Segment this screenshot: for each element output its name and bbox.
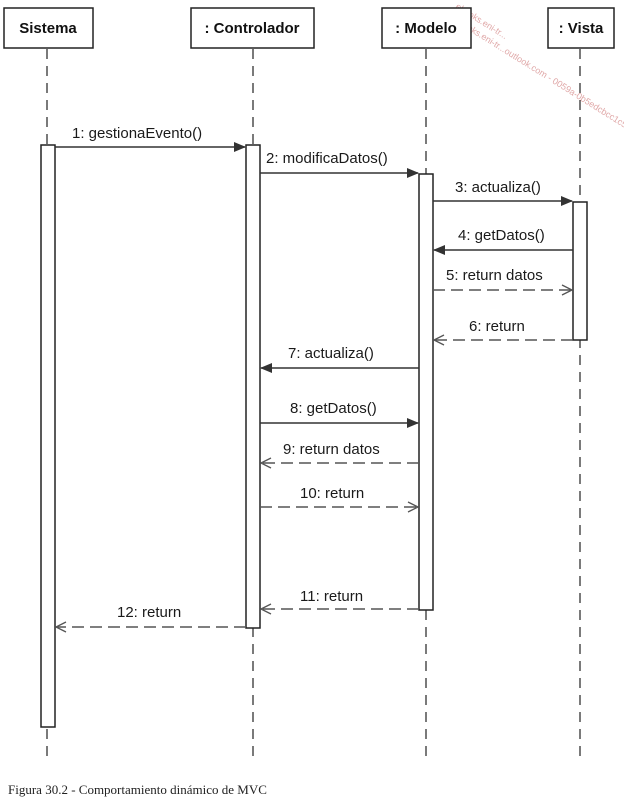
activation-controlador	[245, 144, 261, 629]
activation-modelo	[418, 173, 434, 611]
header-vista-label: : Vista	[559, 20, 604, 37]
message-7: 7: actualiza()	[260, 345, 419, 373]
activation-sistema	[40, 144, 56, 728]
message-4-label: 4: getDatos()	[458, 227, 545, 244]
message-11: 11: return	[261, 588, 419, 609]
message-11-label: 11: return	[300, 588, 363, 605]
messages: 1: gestionaEvento() 2: modificaDatos() 3…	[55, 125, 573, 627]
message-8-label: 8: getDatos()	[290, 400, 377, 417]
message-8: 8: getDatos()	[260, 400, 419, 428]
message-9: 9: return datos	[261, 441, 419, 463]
message-2-label: 2: modificaDatos()	[266, 150, 388, 167]
lifeline-headers: Sistema : Controlador : Modelo : Vista	[3, 7, 615, 49]
message-12-label: 12: return	[117, 604, 181, 621]
message-5: 5: return datos	[433, 267, 572, 290]
message-10: 10: return	[260, 485, 418, 507]
header-controlador-label: : Controlador	[205, 20, 300, 37]
message-1: 1: gestionaEvento()	[55, 125, 246, 152]
message-10-label: 10: return	[300, 485, 364, 502]
header-sistema-label: Sistema	[19, 20, 77, 37]
message-4: 4: getDatos()	[433, 227, 573, 255]
message-6-label: 6: return	[469, 318, 525, 335]
message-1-label: 1: gestionaEvento()	[72, 125, 202, 142]
header-controlador: : Controlador	[190, 7, 315, 49]
header-modelo-label: : Modelo	[395, 20, 457, 37]
figure-caption: Figura 30.2 - Comportamiento dinámico de…	[8, 782, 267, 797]
message-12: 12: return	[56, 604, 246, 627]
message-2: 2: modificaDatos()	[260, 150, 419, 178]
message-6: 6: return	[434, 318, 573, 340]
header-vista: : Vista	[547, 7, 615, 49]
message-7-label: 7: actualiza()	[288, 345, 374, 362]
message-9-label: 9: return datos	[283, 441, 380, 458]
message-3: 3: actualiza()	[433, 179, 573, 206]
header-sistema: Sistema	[3, 7, 94, 49]
activations	[40, 144, 588, 728]
activation-vista	[572, 201, 588, 341]
header-modelo: : Modelo	[381, 7, 472, 49]
message-3-label: 3: actualiza()	[455, 179, 541, 196]
message-5-label: 5: return datos	[446, 267, 543, 284]
